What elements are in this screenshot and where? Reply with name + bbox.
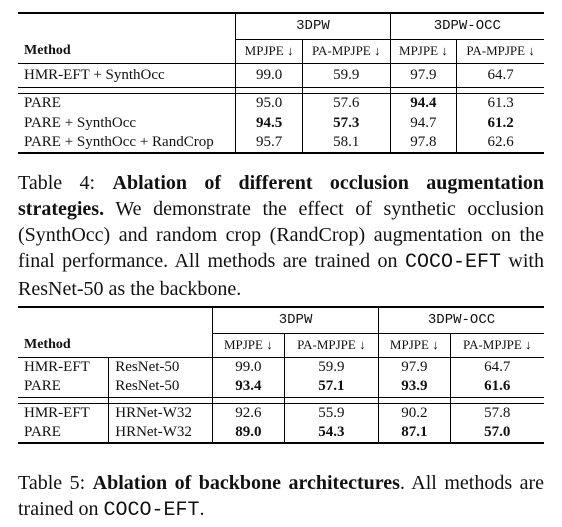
table-row: HMR-EFT HRNet-W32 92.6 55.9 90.2 57.8 bbox=[18, 403, 544, 423]
table5-group-3dpw: 3DPW bbox=[212, 307, 379, 333]
table5-row0-v3: 64.7 bbox=[449, 357, 544, 377]
table5-row3-v3: 57.0 bbox=[449, 423, 544, 443]
table4-row0-v3: 64.7 bbox=[456, 63, 544, 87]
table5-metric-pa-mpjpe: PA-MPJPE ↓ bbox=[283, 332, 379, 357]
table4-row1-v2: 94.4 bbox=[389, 93, 457, 113]
table4-row3-method: PARE + SynthOcc + RandCrop bbox=[24, 134, 214, 150]
table4-group-3dpw: 3DPW bbox=[235, 13, 391, 39]
table4-row1-v3: 61.3 bbox=[456, 93, 544, 113]
table5-row1-v1: 57.1 bbox=[283, 377, 379, 397]
table4-row2-method: PARE + SynthOcc bbox=[24, 114, 137, 131]
table5-caption-mono: COCO-EFT bbox=[103, 499, 200, 522]
table-5: 3DPW 3DPW-OCC Method MPJPE ↓ PA-MPJPE ↓ … bbox=[18, 306, 544, 444]
table4-caption-text: We demonstrate the effect of synthetic o… bbox=[18, 198, 544, 272]
table4-row2-v3: 61.2 bbox=[456, 113, 544, 133]
table5-row2-backbone: HRNet-W32 bbox=[108, 403, 213, 423]
table5-group-3dpw-occ: 3DPW-OCC bbox=[378, 307, 544, 333]
table-row: PARE ResNet-50 93.4 57.1 93.9 61.6 bbox=[18, 377, 544, 397]
table4-row0-method: HMR-EFT + SynthOcc bbox=[24, 66, 165, 83]
table4-group-3dpw-occ: 3DPW-OCC bbox=[389, 13, 544, 39]
table4-row1-method: PARE bbox=[24, 94, 61, 111]
table4-row0-v1: 59.9 bbox=[301, 63, 391, 87]
table-row: HMR-EFT ResNet-50 99.0 59.9 97.9 64.7 bbox=[18, 357, 544, 377]
table4-row1-v0: 95.0 bbox=[235, 93, 303, 113]
table5-caption-tail: . bbox=[199, 498, 205, 520]
table4-metric-mpjpe: MPJPE ↓ bbox=[235, 38, 303, 63]
table-4: 3DPW 3DPW-OCC Method MPJPE ↓ PA-MPJPE ↓ … bbox=[18, 12, 544, 154]
table5-row0-method: HMR-EFT bbox=[24, 358, 90, 375]
table4-row1-v1: 57.6 bbox=[301, 93, 391, 113]
table5-row1-v0: 93.4 bbox=[212, 377, 285, 397]
table5-row2-v1: 55.9 bbox=[283, 403, 379, 423]
table5-row1-backbone: ResNet-50 bbox=[108, 377, 213, 397]
table-row: PARE HRNet-W32 89.0 54.3 87.1 57.0 bbox=[18, 423, 544, 443]
table4-caption: Table 4: Ablation of different occlusion… bbox=[18, 170, 544, 302]
table4-row0-v0: 99.0 bbox=[235, 63, 303, 87]
table5-row3-v2: 87.1 bbox=[378, 423, 451, 443]
table5-row0-v1: 59.9 bbox=[283, 357, 379, 377]
table4-method-header: Method bbox=[24, 42, 71, 58]
table4-caption-mono: COCO-EFT bbox=[404, 251, 501, 274]
table4-caption-tail: with ResNet-50 as the backbone. bbox=[18, 250, 544, 300]
table4-row2-v1: 57.3 bbox=[301, 113, 391, 133]
table5-row1-method: PARE bbox=[24, 378, 61, 395]
table5-method-header: Method bbox=[24, 336, 71, 352]
table4-caption-bold: Ablation of different occlusion augmenta… bbox=[18, 172, 545, 220]
table5-row1-v2: 93.9 bbox=[378, 377, 451, 397]
table5-row3-v0: 89.0 bbox=[212, 423, 285, 443]
table5-caption-bold: Ablation of backbone architectures bbox=[92, 472, 400, 494]
table-row: PARE 95.0 57.6 94.4 61.3 bbox=[18, 93, 544, 113]
table5-metric-mpjpe: MPJPE ↓ bbox=[212, 332, 285, 357]
table4-row2-v0: 94.5 bbox=[235, 113, 303, 133]
table4-row0-v2: 97.9 bbox=[389, 63, 457, 87]
table5-caption-text: . All methods are trained on bbox=[18, 472, 545, 520]
table5-metric-pa-mpjpe-occ: PA-MPJPE ↓ bbox=[449, 332, 544, 357]
table5-caption-label: Table 5: bbox=[18, 472, 86, 494]
table-row: PARE + SynthOcc + RandCrop 95.7 58.1 97.… bbox=[18, 133, 544, 153]
table4-row3-v1: 58.1 bbox=[301, 133, 391, 153]
table4-metric-pa-mpjpe: PA-MPJPE ↓ bbox=[301, 38, 391, 63]
table5-row1-v3: 61.6 bbox=[449, 377, 544, 397]
table4-row3-v3: 62.6 bbox=[456, 133, 544, 153]
table4-metric-pa-mpjpe-occ: PA-MPJPE ↓ bbox=[456, 38, 544, 63]
table4-metric-mpjpe-occ: MPJPE ↓ bbox=[389, 38, 457, 63]
table-row: HMR-EFT + SynthOcc 99.0 59.9 97.9 64.7 bbox=[18, 63, 544, 87]
table5-row2-method: HMR-EFT bbox=[24, 404, 90, 421]
table4-row3-v0: 95.7 bbox=[235, 133, 303, 153]
table5-caption: Table 5: Ablation of backbone architectu… bbox=[18, 470, 544, 524]
table5-row0-v2: 97.9 bbox=[378, 357, 451, 377]
table4-row2-v2: 94.7 bbox=[389, 113, 457, 133]
table5-row2-v0: 92.6 bbox=[212, 403, 285, 423]
table4-caption-label: Table 4: bbox=[18, 172, 96, 194]
table5-metric-mpjpe-occ: MPJPE ↓ bbox=[378, 332, 451, 357]
table5-row0-v0: 99.0 bbox=[212, 357, 285, 377]
table5-row3-method: PARE bbox=[24, 424, 61, 440]
table-row: PARE + SynthOcc 94.5 57.3 94.7 61.2 bbox=[18, 113, 544, 133]
table5-row2-v2: 90.2 bbox=[378, 403, 451, 423]
table5-row3-v1: 54.3 bbox=[283, 423, 379, 443]
table5-row0-backbone: ResNet-50 bbox=[108, 357, 213, 377]
table4-row3-v2: 97.8 bbox=[389, 133, 457, 153]
table5-row2-v3: 57.8 bbox=[449, 403, 544, 423]
table5-row3-backbone: HRNet-W32 bbox=[108, 423, 213, 443]
